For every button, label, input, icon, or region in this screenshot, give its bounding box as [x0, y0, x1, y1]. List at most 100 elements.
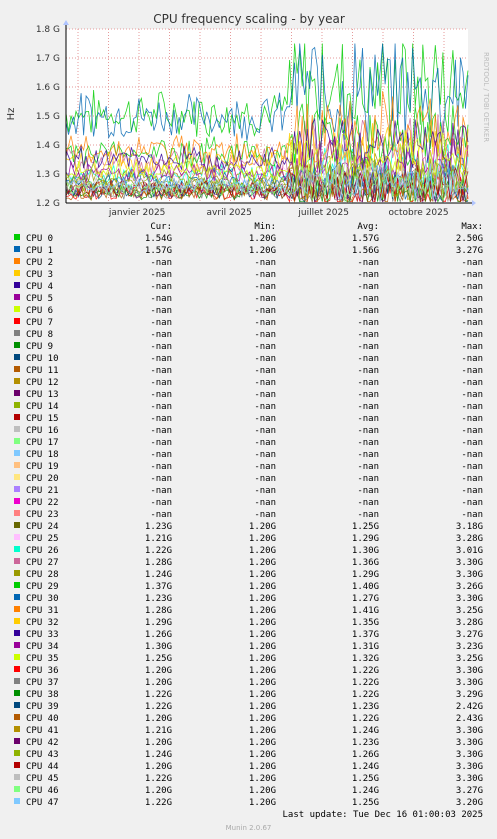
legend-label: CPU 25 — [26, 534, 59, 544]
legend-label: CPU 26 — [26, 546, 59, 556]
legend-max: -nan — [461, 474, 483, 484]
series-line — [65, 160, 469, 202]
legend-min: 1.20G — [248, 738, 276, 748]
y-tick-label: 1.6 G — [36, 83, 60, 93]
legend-label: CPU 20 — [26, 474, 59, 484]
legend-avg: 1.22G — [351, 714, 379, 724]
legend-cur: 1.22G — [144, 798, 172, 808]
legend-min: 1.20G — [248, 642, 276, 652]
legend-label: CPU 19 — [26, 462, 59, 472]
legend-min: 1.20G — [248, 798, 276, 808]
legend-cur: -nan — [150, 270, 172, 280]
legend-avg: 1.22G — [351, 666, 379, 676]
legend-max: -nan — [461, 462, 483, 472]
legend-cur: -nan — [150, 366, 172, 376]
legend-min: 1.20G — [248, 570, 276, 580]
legend-row: CPU 21 -nan -nan -nan -nan — [0, 486, 497, 498]
legend-swatch — [14, 786, 20, 792]
header-cur: Cur: — [150, 222, 172, 232]
legend-max: 3.30G — [455, 558, 483, 568]
legend-swatch — [14, 270, 20, 276]
legend-label: CPU 0 — [26, 234, 54, 244]
legend-cur: 1.26G — [144, 630, 172, 640]
legend-avg: -nan — [357, 270, 379, 280]
legend-max: 3.01G — [455, 546, 483, 556]
series-line — [65, 132, 469, 191]
legend-swatch — [14, 702, 20, 708]
legend-row: CPU 25 1.21G 1.20G 1.29G 3.28G — [0, 534, 497, 546]
legend-max: -nan — [461, 498, 483, 508]
legend-swatch — [14, 462, 20, 468]
legend-cur: -nan — [150, 378, 172, 388]
legend-label: CPU 43 — [26, 750, 59, 760]
legend-min: 1.20G — [248, 702, 276, 712]
legend-swatch — [14, 714, 20, 720]
legend-row: CPU 33 1.26G 1.20G 1.37G 3.27G — [0, 630, 497, 642]
legend-row: CPU 23 -nan -nan -nan -nan — [0, 510, 497, 522]
legend-min: -nan — [254, 438, 276, 448]
legend-swatch — [14, 354, 20, 360]
legend-row: CPU 17 -nan -nan -nan -nan — [0, 438, 497, 450]
legend-label: CPU 6 — [26, 306, 54, 316]
legend-swatch — [14, 534, 20, 540]
legend-swatch — [14, 450, 20, 456]
legend-label: CPU 33 — [26, 630, 59, 640]
legend-cur: 1.24G — [144, 570, 172, 580]
legend-label: CPU 38 — [26, 690, 59, 700]
legend-avg: -nan — [357, 462, 379, 472]
last-update: Last update: Tue Dec 16 01:00:03 2025 — [282, 810, 483, 820]
legend-label: CPU 41 — [26, 726, 59, 736]
legend-avg: -nan — [357, 366, 379, 376]
legend-avg: -nan — [357, 474, 379, 484]
legend-label: CPU 24 — [26, 522, 59, 532]
legend-avg: 1.25G — [351, 798, 379, 808]
legend-cur: 1.22G — [144, 702, 172, 712]
legend-row: CPU 24 1.23G 1.20G 1.25G 3.18G — [0, 522, 497, 534]
legend-row: CPU 7 -nan -nan -nan -nan — [0, 318, 497, 330]
legend-swatch — [14, 486, 20, 492]
legend-swatch — [14, 402, 20, 408]
legend-row: CPU 10 -nan -nan -nan -nan — [0, 354, 497, 366]
legend-label: CPU 40 — [26, 714, 59, 724]
legend-max: -nan — [461, 366, 483, 376]
legend-min: -nan — [254, 318, 276, 328]
legend-avg: 1.24G — [351, 726, 379, 736]
legend-cur: -nan — [150, 414, 172, 424]
legend-row: CPU 16 -nan -nan -nan -nan — [0, 426, 497, 438]
legend-label: CPU 23 — [26, 510, 59, 520]
legend-avg: -nan — [357, 282, 379, 292]
legend-cur: 1.20G — [144, 666, 172, 676]
legend-avg: -nan — [357, 510, 379, 520]
legend-row: CPU 18 -nan -nan -nan -nan — [0, 450, 497, 462]
legend-avg: -nan — [357, 486, 379, 496]
legend-label: CPU 22 — [26, 498, 59, 508]
legend-swatch — [14, 690, 20, 696]
legend-min: 1.20G — [248, 714, 276, 724]
legend-min: -nan — [254, 294, 276, 304]
legend-min: 1.20G — [248, 546, 276, 556]
legend-min: -nan — [254, 414, 276, 424]
legend-row: CPU 4 -nan -nan -nan -nan — [0, 282, 497, 294]
legend-row: CPU 47 1.22G 1.20G 1.25G 3.20G — [0, 798, 497, 810]
legend-swatch — [14, 414, 20, 420]
legend-swatch — [14, 750, 20, 756]
legend-label: CPU 17 — [26, 438, 59, 448]
legend-row: CPU 31 1.28G 1.20G 1.41G 3.25G — [0, 606, 497, 618]
legend-cur: -nan — [150, 450, 172, 460]
legend-row: CPU 42 1.20G 1.20G 1.23G 3.30G — [0, 738, 497, 750]
legend-cur: -nan — [150, 282, 172, 292]
legend-header: Cur: Min: Avg: Max: — [0, 222, 497, 234]
legend-max: 3.30G — [455, 678, 483, 688]
legend-min: -nan — [254, 474, 276, 484]
x-tick-label: avril 2025 — [207, 208, 252, 218]
series-line — [65, 137, 469, 194]
legend-max: 2.43G — [455, 714, 483, 724]
legend-swatch — [14, 234, 20, 240]
y-tick-label: 1.7 G — [36, 54, 60, 64]
legend-min: -nan — [254, 270, 276, 280]
legend-max: -nan — [461, 318, 483, 328]
legend-max: -nan — [461, 486, 483, 496]
legend-cur: 1.21G — [144, 726, 172, 736]
legend-cur: 1.20G — [144, 786, 172, 796]
legend-avg: 1.29G — [351, 570, 379, 580]
